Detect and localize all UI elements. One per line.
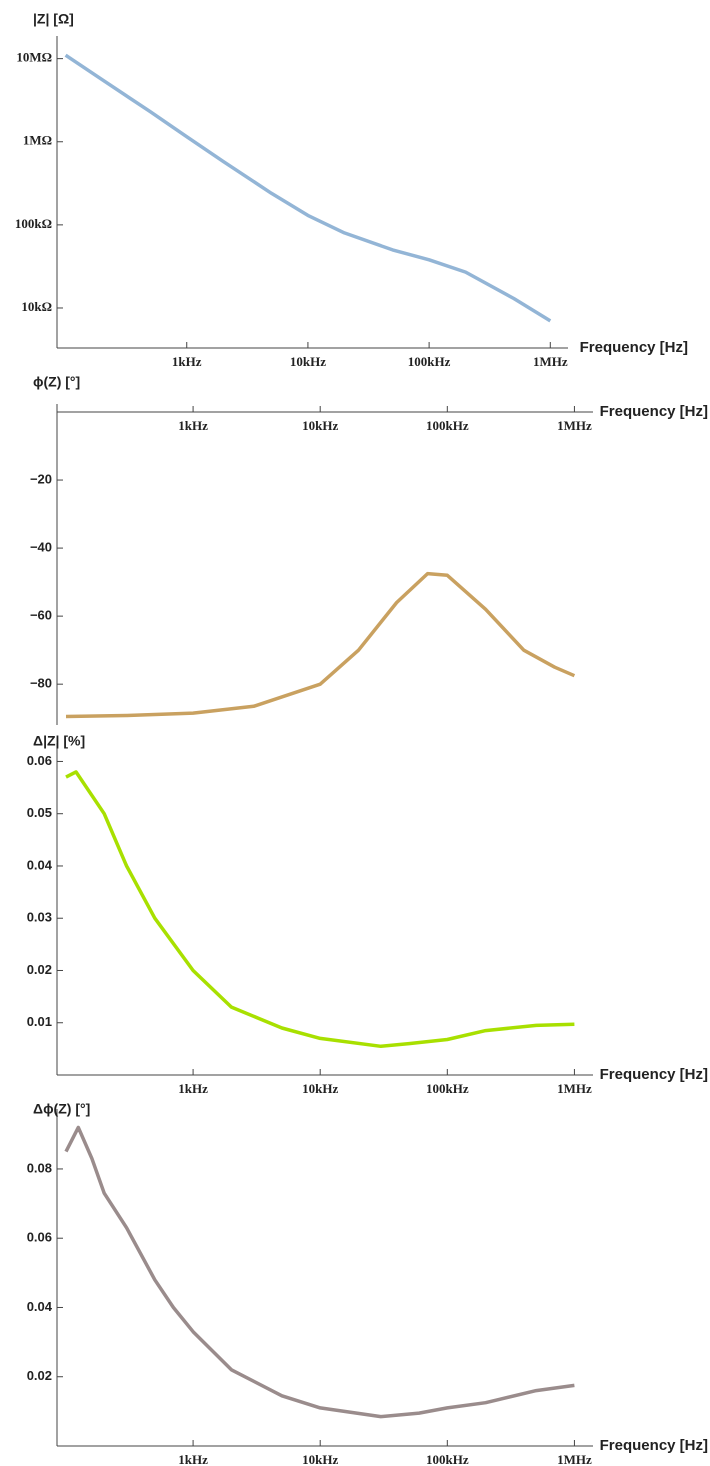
data-line xyxy=(65,770,575,1049)
x-axis-label: Frequency [Hz] xyxy=(600,1066,708,1083)
chart-title: ϕ(Z) [°] xyxy=(33,374,80,390)
data-line xyxy=(65,571,576,719)
y-tick-label: 0.06 xyxy=(27,1230,52,1245)
y-tick-label: −60 xyxy=(30,608,52,623)
y-tick-label: −40 xyxy=(30,540,52,555)
y-tick-label: 0.06 xyxy=(27,753,52,768)
y-tick-label: 10kΩ xyxy=(21,299,52,314)
y-tick-label: −20 xyxy=(30,471,52,486)
x-tick-label: 100kHz xyxy=(426,418,469,433)
x-axis-label: Frequency [Hz] xyxy=(600,1437,708,1454)
x-tick-label: 1kHz xyxy=(172,354,202,369)
y-tick-label: 0.04 xyxy=(27,857,53,872)
data-line xyxy=(64,53,552,323)
y-tick-label: 10MΩ xyxy=(16,50,52,65)
y-tick-label: 0.08 xyxy=(27,1160,52,1175)
x-tick-label: 1kHz xyxy=(178,1452,208,1466)
x-tick-label: 100kHz xyxy=(426,1452,469,1466)
y-tick-label: 0.01 xyxy=(27,1014,52,1029)
x-tick-label: 10kHz xyxy=(302,1081,338,1096)
y-tick-label: −80 xyxy=(30,676,52,691)
x-tick-label: 1MHz xyxy=(557,418,592,433)
x-tick-label: 1kHz xyxy=(178,418,208,433)
y-tick-label: 0.03 xyxy=(27,910,52,925)
y-tick-label: 100kΩ xyxy=(15,216,52,231)
y-tick-label: 0.02 xyxy=(27,1368,52,1383)
x-tick-label: 1kHz xyxy=(178,1081,208,1096)
x-axis-label: Frequency [Hz] xyxy=(600,403,708,420)
x-tick-label: 10kHz xyxy=(302,1452,338,1466)
x-tick-label: 1MHz xyxy=(557,1452,592,1466)
y-tick-label: 0.02 xyxy=(27,962,52,977)
x-tick-label: 10kHz xyxy=(290,354,326,369)
x-tick-label: 100kHz xyxy=(408,354,451,369)
y-tick-label: 0.04 xyxy=(27,1299,53,1314)
chart-title: |Z| [Ω] xyxy=(33,11,74,27)
chart-title: Δ|Z| [%] xyxy=(33,733,85,749)
y-tick-label: 1MΩ xyxy=(23,133,52,148)
y-tick-label: 0.05 xyxy=(27,805,52,820)
x-tick-label: 1MHz xyxy=(557,1081,592,1096)
x-tick-label: 100kHz xyxy=(426,1081,469,1096)
chart-title: Δϕ(Z) [°] xyxy=(33,1101,90,1117)
data-line xyxy=(64,1125,575,1419)
x-axis-label: Frequency [Hz] xyxy=(580,339,688,356)
x-tick-label: 10kHz xyxy=(302,418,338,433)
x-tick-label: 1MHz xyxy=(533,354,568,369)
